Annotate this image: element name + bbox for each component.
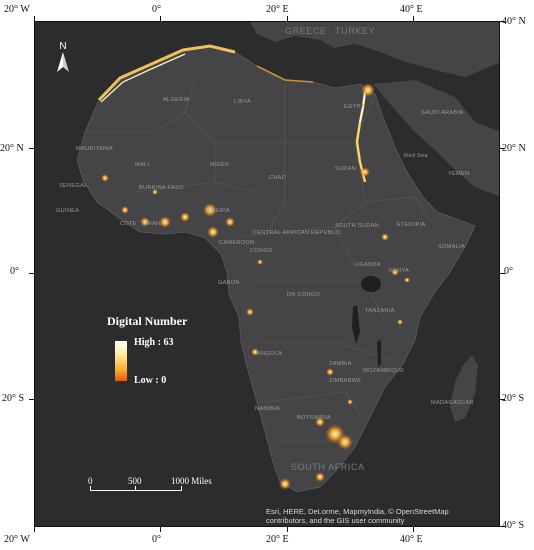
legend-title: Digital Number [107,314,188,328]
tick-mark [34,16,35,21]
scale-tick [181,486,182,491]
label-ghana: GHANA [143,221,164,227]
tick-mark [160,527,161,532]
label-madagascar: MADAGASCAR [431,400,474,406]
axis-top-label-20e: 20° E [266,4,289,15]
label-yemen: YEMEN [448,171,469,177]
legend-color-bar [115,341,127,381]
map-attribution: Esri, HERE, DeLorme, MapmyIndia, © OpenS… [266,507,449,525]
label-saudi-arabia: SAUDI ARABIA [421,110,463,116]
axis-right-label-0: 0° [504,266,513,277]
label-senegal: SENEGAL [59,183,88,189]
tick-mark [34,527,35,532]
night-lights [97,44,410,490]
tick-mark [29,399,34,400]
label-burkina-faso: BURKINA FASO [139,185,184,191]
label-egypt: EGYPT [344,104,365,110]
label-south-africa: SOUTH AFRICA [291,462,365,472]
tick-mark [500,526,505,527]
label-algeria: ALGERIA [163,97,189,103]
axis-right-label-40n: 40° N [502,16,526,27]
axis-bottom-label-40e: 40° E [400,534,423,545]
tick-mark [413,527,414,532]
tick-mark [500,273,505,274]
label-chad: CHAD [269,175,286,181]
axis-left-label-20s: 20° S [2,393,25,404]
label-zambia: ZAMBIA [329,361,352,367]
north-label: N [59,41,66,52]
scale-label-1000: 1000 Miles [171,476,212,486]
axis-bottom-label-0: 0° [152,534,161,545]
tick-mark [160,16,161,21]
legend-low-label: Low : 0 [134,375,167,386]
north-arrow-icon: N [57,41,69,72]
label-botswana: BOTSWANA [297,415,331,421]
label-kenya: KENYA [389,268,409,274]
label-sudan: SUDAN [335,166,356,172]
scale-tick [135,486,136,491]
label-mauritania: MAURITANIA [76,146,113,152]
label-dr-congo: DR CONGO [287,292,321,298]
label-red-sea: Red Sea [404,153,428,159]
label-angola: ANGOLA [257,351,282,357]
north-arrow: N [54,40,72,76]
europe-landmass [250,22,499,77]
lake-victoria [361,276,381,292]
tick-mark [287,527,288,532]
scale-label-0: 0 [88,476,93,486]
axis-top-label-0: 0° [152,4,161,15]
madagascar-landmass [450,355,478,422]
label-ethiopia: ETHIOPIA [397,222,426,228]
lake-malawi [377,340,381,367]
label-libya: LIBYA [234,99,251,105]
scale-label-500: 500 [128,476,142,486]
label-zimbabwe: ZIMBABWE [329,378,361,384]
axis-top-label-20w: 20° W [4,4,30,15]
legend-high-label: High : 63 [134,337,174,348]
tick-mark [413,16,414,21]
label-mali: MALI [135,162,149,168]
scale-tick [90,486,91,491]
tick-mark [29,148,34,149]
tick-mark [500,21,505,22]
label-turkey: TURKEY [335,26,375,36]
label-nigeria: NIGERIA [205,208,230,214]
africa-landmass [76,45,476,493]
map-frame[interactable]: GREECE TURKEY ALGERIA LIBYA EGYPT SAUDI … [34,21,500,527]
map-canvas: GREECE TURKEY ALGERIA LIBYA EGYPT SAUDI … [56,22,499,493]
label-gabon: GABON [218,280,240,286]
axis-right-label-40s: 40° S [502,520,525,531]
axis-bottom-label-20e: 20° E [266,534,289,545]
label-south-sudan: SOUTH SUDAN [335,223,379,229]
tick-mark [500,399,505,400]
axis-right-label-20s: 20° S [502,393,525,404]
label-uganda: UGANDA [355,262,381,268]
tick-mark [29,273,34,274]
label-mozambique: MOZAMBIQUE [363,368,404,374]
axis-left-label-20n: 20° N [0,143,24,154]
lake-tanganyika [352,305,360,344]
label-niger: NIGER [210,162,229,168]
axis-bottom-label-20w: 20° W [4,534,30,545]
label-congo: CONGO [250,248,273,254]
tick-mark [287,16,288,21]
axis-right-label-20n: 20° N [502,143,526,154]
axis-left-label-0: 0° [10,266,19,277]
label-somalia: SOMALIA [438,244,465,250]
label-namibia: NAMIBIA [255,406,280,412]
axis-top-label-40e: 40° E [400,4,423,15]
label-cote: COTE [120,221,137,227]
arabia-landmass [373,80,499,197]
label-central-african-republic: CENTRAL AFRICAN REPUBLIC [253,230,341,236]
label-guinea: GUINEA [56,208,79,214]
label-tanzania: TANZANIA [365,308,395,314]
label-cameroon: CAMEROON [219,240,254,246]
label-greece: GREECE [285,26,327,36]
tick-mark [500,148,505,149]
